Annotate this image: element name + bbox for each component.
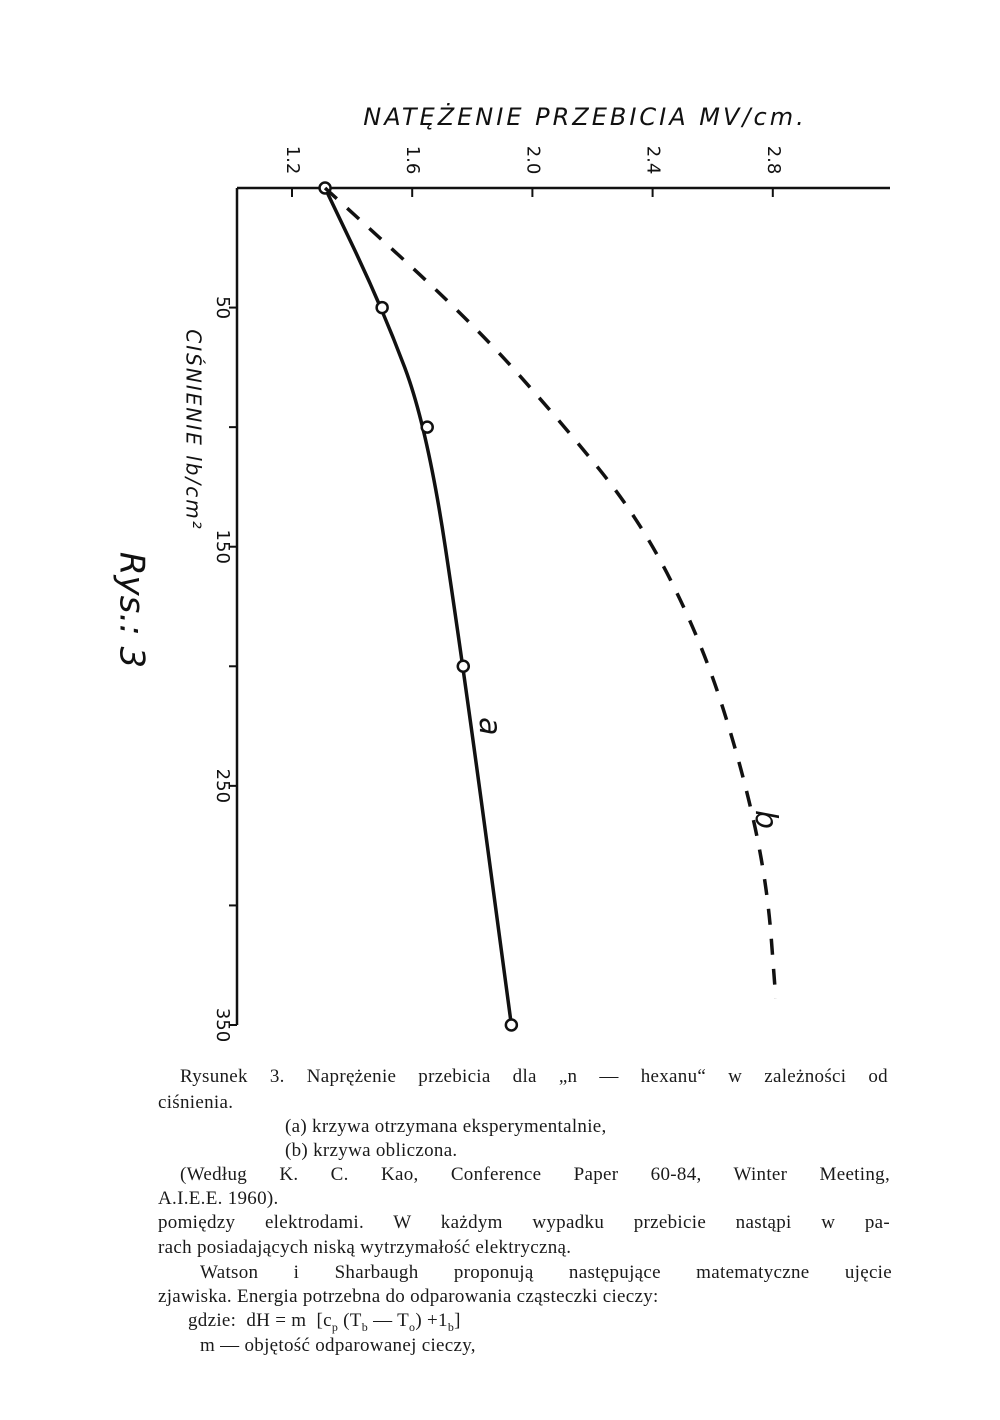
series-line xyxy=(323,187,514,1026)
formula-part: gdzie: dH = m [c xyxy=(188,1310,332,1331)
subscript: p xyxy=(331,1319,339,1334)
chart: NATĘŻENIE PRZEBICIA MV/cm. CIŚNIENIE lb/… xyxy=(112,102,890,1042)
subscript: b xyxy=(447,1319,455,1334)
text-line: m — objętość odparowanej cieczy, xyxy=(200,1335,476,1356)
formula-part: ] xyxy=(454,1310,461,1331)
x-tick-label: 1.6 xyxy=(402,146,423,175)
x-tick-label: 2.0 xyxy=(522,146,543,175)
data-point xyxy=(456,659,471,674)
text-line: rach posiadających niską wytrzymałość el… xyxy=(158,1237,572,1258)
y-tick-label: 50 xyxy=(212,296,233,319)
y-tick-label: 250 xyxy=(212,769,233,803)
text-line: (a) krzywa otrzymana eksperymentalnie, xyxy=(285,1116,607,1137)
subscript: b xyxy=(361,1319,369,1334)
formula: gdzie: dH = m [cp (Tb — To) +1b] xyxy=(188,1310,461,1335)
x-tick-label: 2.8 xyxy=(763,146,784,175)
data-point xyxy=(420,420,434,434)
text-line: Watson i Sharbaugh proponują następujące… xyxy=(200,1262,892,1283)
subscript: o xyxy=(409,1319,416,1334)
formula-part: (T xyxy=(338,1310,362,1331)
y-axis-label: CIŚNIENIE lb/cm² xyxy=(182,329,206,530)
text-line: zjawiska. Energia potrzebna do odparowan… xyxy=(158,1286,659,1307)
x-tick-label: 2.4 xyxy=(643,146,664,175)
text-line: Rysunek 3. Naprężenie przebicia dla „n —… xyxy=(180,1066,888,1087)
series-line xyxy=(323,186,778,999)
text-line: A.I.E.E. 1960). xyxy=(158,1188,279,1209)
figure-label: Rys.: 3 xyxy=(112,552,152,668)
chart-title: NATĘŻENIE PRZEBICIA MV/cm. xyxy=(363,102,806,131)
data-point xyxy=(375,300,389,315)
text-line: pomiędzy elektrodami. W każdym wypadku p… xyxy=(158,1212,890,1233)
y-tick-label: 350 xyxy=(212,1008,233,1042)
text-line: ciśnienia. xyxy=(158,1092,234,1113)
formula-part: — T xyxy=(368,1310,409,1331)
data-point xyxy=(504,1018,519,1032)
series-label: b xyxy=(748,810,783,829)
y-tick-label: 150 xyxy=(212,530,233,564)
text-line: (Według K. C. Kao, Conference Paper 60-8… xyxy=(180,1164,890,1185)
x-tick-label: 1.2 xyxy=(282,146,303,175)
series-label: a xyxy=(472,717,507,735)
formula-part: ) +1 xyxy=(415,1310,448,1331)
text-line: (b) krzywa obliczona. xyxy=(285,1140,458,1161)
